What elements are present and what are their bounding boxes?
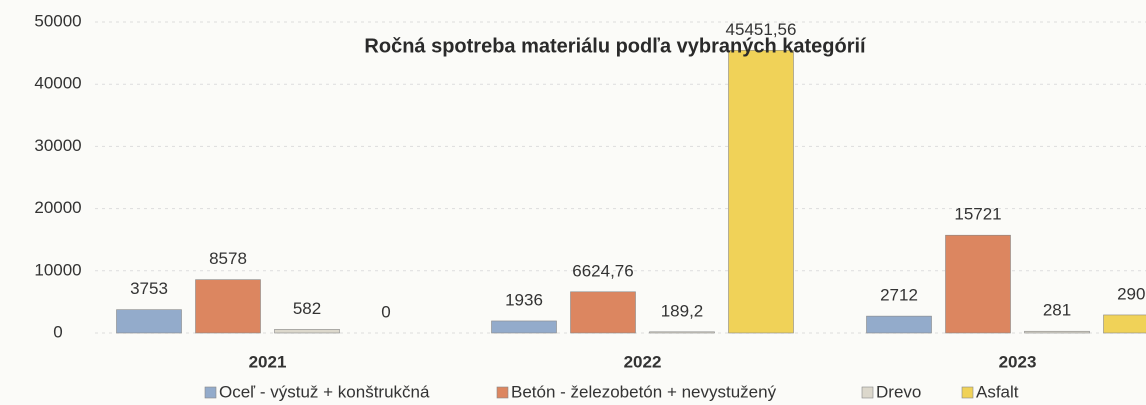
- x-tick-label: 2023: [999, 352, 1037, 371]
- legend-label: Betón - železobetón + nevystužený: [511, 382, 777, 401]
- legend-label: Asfalt: [976, 382, 1019, 401]
- y-tick-label: 10000: [34, 260, 81, 279]
- data-label: 3753: [130, 279, 168, 298]
- data-label: 15721: [954, 205, 1001, 224]
- data-label: 281: [1043, 301, 1071, 320]
- bar: [649, 331, 715, 334]
- legend-swatch: [861, 386, 874, 399]
- data-label: 0: [381, 302, 390, 321]
- bar: [116, 309, 182, 334]
- data-label: 6624,76: [572, 261, 633, 280]
- plot-area: 0 10000 20000 30000 40000 50000 2021 3753 8578 58…: [34, 11, 1146, 371]
- legend-label: Drevo: [876, 382, 921, 401]
- y-tick-label: 0: [53, 322, 62, 341]
- data-label: 582: [293, 299, 321, 318]
- data-label: 2712: [880, 286, 918, 305]
- bar: [1024, 330, 1090, 334]
- y-tick-label: 30000: [34, 136, 81, 155]
- data-label: 45451,56: [726, 20, 797, 39]
- legend-swatch: [961, 386, 974, 399]
- legend-swatch: [204, 386, 217, 399]
- y-tick-label: 50000: [34, 11, 81, 30]
- y-tick-label: 20000: [34, 198, 81, 217]
- bar: [866, 315, 932, 334]
- bar: [728, 49, 794, 334]
- legend-swatch: [496, 386, 509, 399]
- bar: [945, 234, 1011, 334]
- bar: [491, 320, 557, 334]
- y-tick-label: 40000: [34, 74, 81, 93]
- bar: [195, 279, 261, 334]
- chart-title: Ročná spotreba materiálu podľa vybraných…: [364, 35, 867, 57]
- data-label: 1936: [505, 290, 543, 309]
- data-label: 2901: [1117, 284, 1146, 303]
- legend-label: Oceľ - výstuž + konštrukčná: [219, 382, 430, 401]
- data-label: 8578: [209, 249, 247, 268]
- x-tick-label: 2022: [624, 352, 662, 371]
- data-label: 189,2: [661, 301, 704, 320]
- bar: [274, 329, 340, 334]
- bar: [570, 291, 636, 334]
- x-tick-label: 2021: [249, 352, 287, 371]
- bar: [1103, 314, 1146, 334]
